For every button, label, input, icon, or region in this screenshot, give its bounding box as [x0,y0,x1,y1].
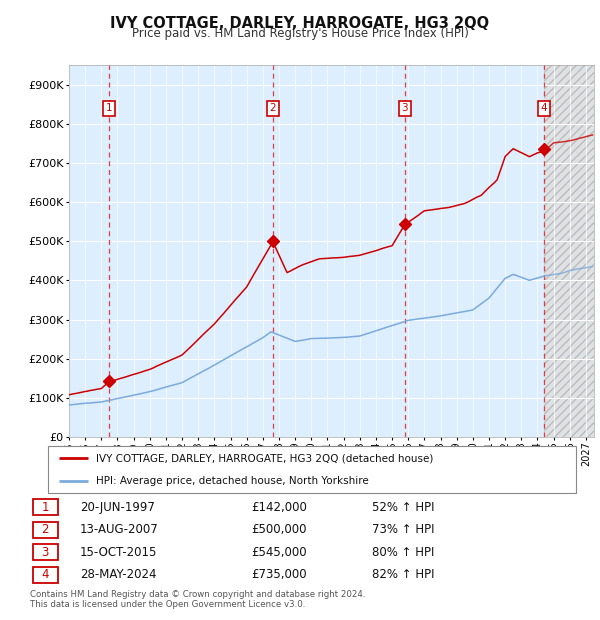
Text: £545,000: £545,000 [251,546,307,559]
FancyBboxPatch shape [33,544,58,560]
Text: 1: 1 [41,501,49,514]
Text: 4: 4 [541,103,547,113]
Text: 28-MAY-2024: 28-MAY-2024 [80,568,156,581]
Text: 2: 2 [41,523,49,536]
Bar [544,65,594,437]
FancyBboxPatch shape [33,499,58,515]
Text: 4: 4 [41,568,49,581]
Text: 80% ↑ HPI: 80% ↑ HPI [372,546,434,559]
FancyBboxPatch shape [33,567,58,583]
Text: £142,000: £142,000 [251,501,307,514]
Bar [544,65,594,437]
Text: 82% ↑ HPI: 82% ↑ HPI [372,568,435,581]
Text: 1: 1 [106,103,112,113]
Text: IVY COTTAGE, DARLEY, HARROGATE, HG3 2QQ (detached house): IVY COTTAGE, DARLEY, HARROGATE, HG3 2QQ … [95,453,433,464]
Text: 20-JUN-1997: 20-JUN-1997 [80,501,155,514]
Text: HPI: Average price, detached house, North Yorkshire: HPI: Average price, detached house, Nort… [95,476,368,486]
Text: 15-OCT-2015: 15-OCT-2015 [80,546,157,559]
Text: Price paid vs. HM Land Registry's House Price Index (HPI): Price paid vs. HM Land Registry's House … [131,27,469,40]
Text: This data is licensed under the Open Government Licence v3.0.: This data is licensed under the Open Gov… [30,600,305,609]
Text: £500,000: £500,000 [251,523,307,536]
Text: Contains HM Land Registry data © Crown copyright and database right 2024.: Contains HM Land Registry data © Crown c… [30,590,365,600]
Text: 13-AUG-2007: 13-AUG-2007 [80,523,158,536]
FancyBboxPatch shape [33,521,58,538]
Text: 2: 2 [269,103,276,113]
Text: 3: 3 [41,546,49,559]
Text: IVY COTTAGE, DARLEY, HARROGATE, HG3 2QQ: IVY COTTAGE, DARLEY, HARROGATE, HG3 2QQ [110,16,490,30]
Text: £735,000: £735,000 [251,568,307,581]
Text: 52% ↑ HPI: 52% ↑ HPI [372,501,435,514]
Text: 3: 3 [401,103,408,113]
Text: 73% ↑ HPI: 73% ↑ HPI [372,523,435,536]
